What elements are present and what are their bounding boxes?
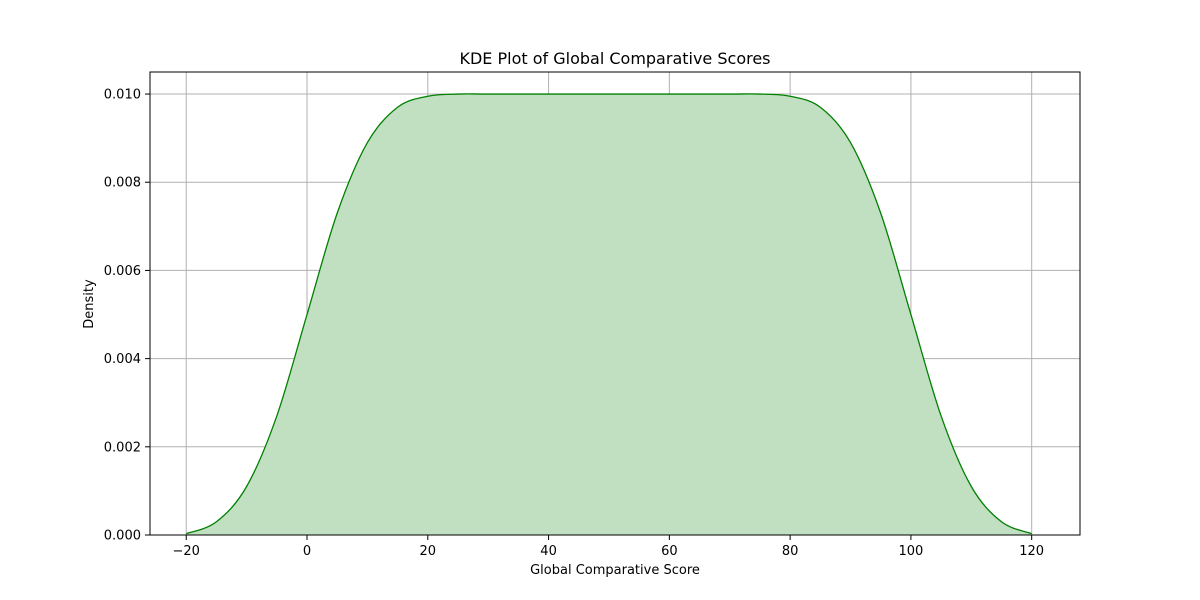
x-tick-label: 20 (420, 544, 437, 559)
x-tick-label: 80 (782, 544, 799, 559)
y-tick-label: 0.002 (104, 440, 141, 455)
y-tick-label: 0.006 (104, 264, 141, 279)
x-tick-label: 0 (303, 544, 311, 559)
y-axis-title: Density (82, 279, 97, 329)
x-tick-label: 100 (898, 544, 923, 559)
x-axis: −20 0 20 40 60 80 100 120 (173, 535, 1044, 559)
plot-area-frame (149, 71, 1081, 536)
y-axis: 0.000 0.002 0.004 0.006 0.008 0.010 (104, 88, 150, 544)
y-tick-label: 0.004 (104, 352, 141, 367)
x-tick-label: 60 (661, 544, 678, 559)
y-tick-label: 0.008 (104, 176, 141, 191)
x-tick-label: 120 (1019, 544, 1044, 559)
x-tick-label: −20 (173, 544, 200, 559)
density-line (185, 93, 1032, 535)
chart-title: KDE Plot of Global Comparative Scores (459, 49, 770, 68)
x-tick-label: 40 (540, 544, 557, 559)
y-tick-label: 0.000 (104, 529, 141, 544)
y-tick-label: 0.010 (104, 88, 141, 103)
x-axis-title: Global Comparative Score (530, 563, 700, 578)
density-area-fill (186, 93, 1032, 535)
